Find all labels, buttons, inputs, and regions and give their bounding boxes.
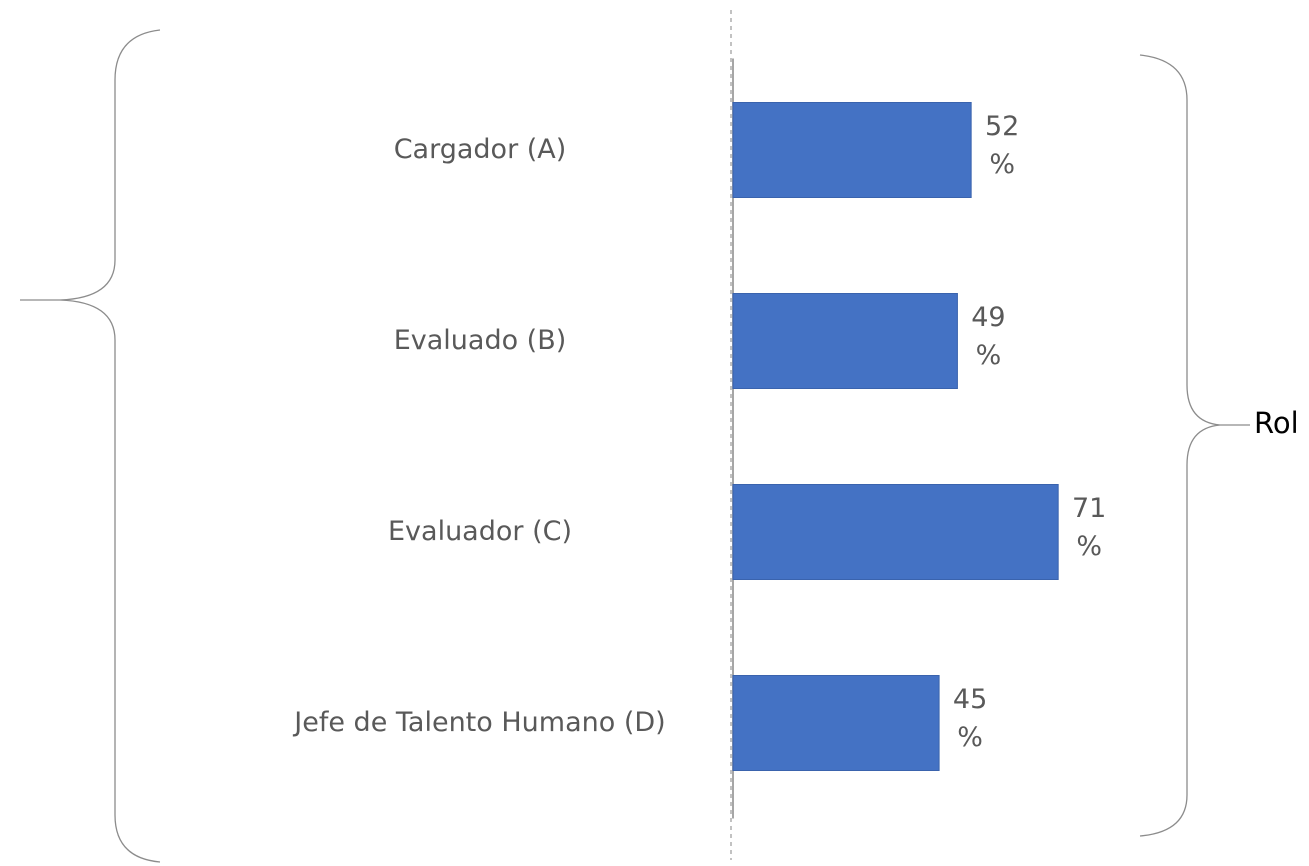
y-tick-label: Jefe de Talento Humano (D) bbox=[294, 707, 666, 738]
bar bbox=[732, 675, 940, 771]
left-brace bbox=[20, 29, 161, 863]
bar bbox=[732, 293, 958, 389]
bar bbox=[732, 102, 972, 198]
annotation: Rol bbox=[1254, 406, 1299, 440]
data-label: 45 % bbox=[952, 684, 988, 753]
y-tick-label: Evaluador (C) bbox=[387, 516, 572, 547]
data-label: 49 % bbox=[971, 302, 1006, 371]
data-label: 71 % bbox=[1071, 493, 1107, 562]
data-label: 52 % bbox=[984, 111, 1020, 180]
right-brace bbox=[1139, 54, 1250, 837]
y-tick-label: Cargador (A) bbox=[393, 134, 567, 165]
y-tick-label: Evaluado (B) bbox=[393, 325, 567, 356]
bar bbox=[732, 484, 1059, 580]
